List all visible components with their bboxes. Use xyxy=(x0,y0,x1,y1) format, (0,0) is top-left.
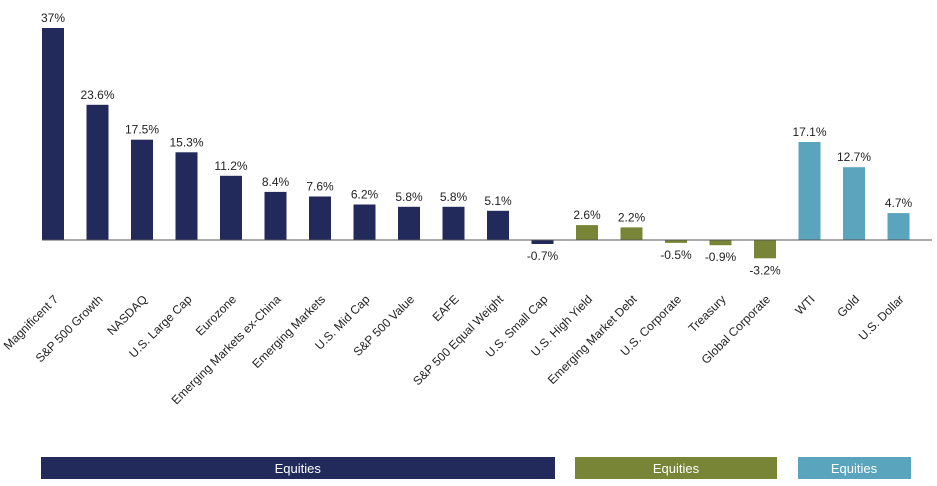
bar xyxy=(665,240,687,243)
bar xyxy=(42,28,64,240)
category-label: EAFE xyxy=(430,292,462,324)
bar xyxy=(398,206,420,240)
bar xyxy=(309,196,331,240)
bar xyxy=(887,213,910,240)
data-label: 11.2% xyxy=(214,159,247,173)
group-band-equities: Equities xyxy=(41,457,555,479)
data-label: -0.9% xyxy=(705,250,737,264)
data-label: 8.4% xyxy=(262,175,290,189)
category-label: WTI xyxy=(792,292,817,317)
data-label: 37% xyxy=(41,11,65,25)
data-label: 12.7% xyxy=(837,150,871,164)
data-label: -0.5% xyxy=(660,248,692,262)
data-label: 5.1% xyxy=(484,194,512,208)
bars-layer xyxy=(42,28,910,259)
data-label: 2.6% xyxy=(573,208,601,222)
bar xyxy=(620,227,643,240)
bar xyxy=(531,240,554,244)
bar xyxy=(264,191,287,240)
data-label: 2.2% xyxy=(618,210,646,224)
bar xyxy=(843,167,865,240)
group-band-label: Equities xyxy=(830,460,878,476)
data-label: 4.7% xyxy=(885,196,913,210)
category-label: NASDAQ xyxy=(104,292,150,338)
bar xyxy=(86,104,109,240)
value-labels-layer: 37% 23.6% 17.5% 15.3% 11.2% 8.4% 7.6% 6.2% 5.8% 5… xyxy=(41,11,913,277)
group-band-label: Equities xyxy=(274,460,321,476)
bar xyxy=(175,152,198,240)
group-band-fixed-income: Equities xyxy=(575,457,777,479)
group-band-other: Equities xyxy=(797,457,911,479)
category-label: Eurozone xyxy=(193,292,239,338)
bar xyxy=(353,204,376,240)
category-label: Gold xyxy=(834,292,862,320)
data-label: 5.8% xyxy=(440,190,468,204)
data-label: 15.3% xyxy=(169,135,203,149)
data-label: 6.2% xyxy=(351,188,379,202)
data-label: 5.8% xyxy=(395,190,423,204)
data-label: 17.5% xyxy=(125,123,159,137)
bar xyxy=(798,142,821,240)
category-label: U.S. Dollar xyxy=(856,292,907,343)
category-label: Treasury xyxy=(686,292,729,335)
data-label: -3.2% xyxy=(749,263,781,277)
bar xyxy=(576,225,598,240)
bar xyxy=(754,240,776,259)
data-label: 23.6% xyxy=(80,88,114,102)
bar xyxy=(709,240,732,246)
bar xyxy=(131,139,153,240)
data-label: -0.7% xyxy=(527,249,559,263)
bar xyxy=(220,175,242,240)
data-label: 7.6% xyxy=(306,180,334,194)
bar xyxy=(442,206,465,240)
bar xyxy=(487,210,509,240)
data-label: 17.1% xyxy=(792,125,826,139)
group-band-label: Equities xyxy=(652,460,700,476)
